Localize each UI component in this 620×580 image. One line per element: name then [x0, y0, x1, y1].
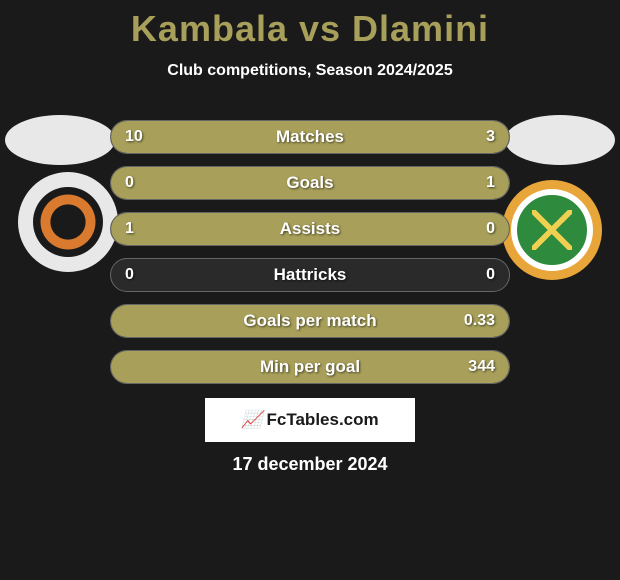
stat-row: Goals per match 0.33: [110, 304, 510, 338]
stat-label: Hattricks: [274, 265, 347, 285]
stat-value-right: 0.33: [464, 312, 495, 330]
date-label: 17 december 2024: [232, 454, 387, 475]
chart-icon: 📈: [241, 410, 262, 430]
stat-value-left: 0: [125, 174, 134, 192]
avatar-right: [505, 115, 615, 165]
page-title: Kambala vs Dlamini: [0, 0, 620, 50]
stat-value-left: 10: [125, 128, 143, 146]
stat-value-right: 3: [486, 128, 495, 146]
club-badge-left: [18, 172, 118, 272]
club-badge-left-icon: [33, 187, 103, 257]
avatar-left: [5, 115, 115, 165]
stat-label: Assists: [280, 219, 340, 239]
stat-label: Goals per match: [243, 311, 376, 331]
stat-label: Goals: [286, 173, 333, 193]
stat-label: Min per goal: [260, 357, 360, 377]
club-badge-right-icon: [511, 189, 593, 271]
stat-label: Matches: [276, 127, 344, 147]
stat-row: Matches 10 3: [110, 120, 510, 154]
stat-value-right: 344: [468, 358, 495, 376]
infographic-container: Kambala vs Dlamini Club competitions, Se…: [0, 0, 620, 580]
bar-fill-left: [111, 121, 417, 153]
bar-fill-right: [417, 121, 509, 153]
stats-bars: Matches103Goals01Assists10Hattricks00Goa…: [110, 120, 510, 396]
stat-value-right: 1: [486, 174, 495, 192]
club-badge-right: [502, 180, 602, 280]
stat-value-right: 0: [486, 266, 495, 284]
footer-attribution: 📈 FcTables.com: [205, 398, 415, 442]
stat-value-left: 0: [125, 266, 134, 284]
stat-value-left: 1: [125, 220, 134, 238]
subtitle: Club competitions, Season 2024/2025: [0, 62, 620, 80]
stat-value-right: 0: [486, 220, 495, 238]
stat-row: Goals 0 1: [110, 166, 510, 200]
footer-text: FcTables.com: [267, 410, 379, 430]
stat-row: Min per goal 344: [110, 350, 510, 384]
stat-row: Assists 1 0: [110, 212, 510, 246]
stat-row: Hattricks 0 0: [110, 258, 510, 292]
